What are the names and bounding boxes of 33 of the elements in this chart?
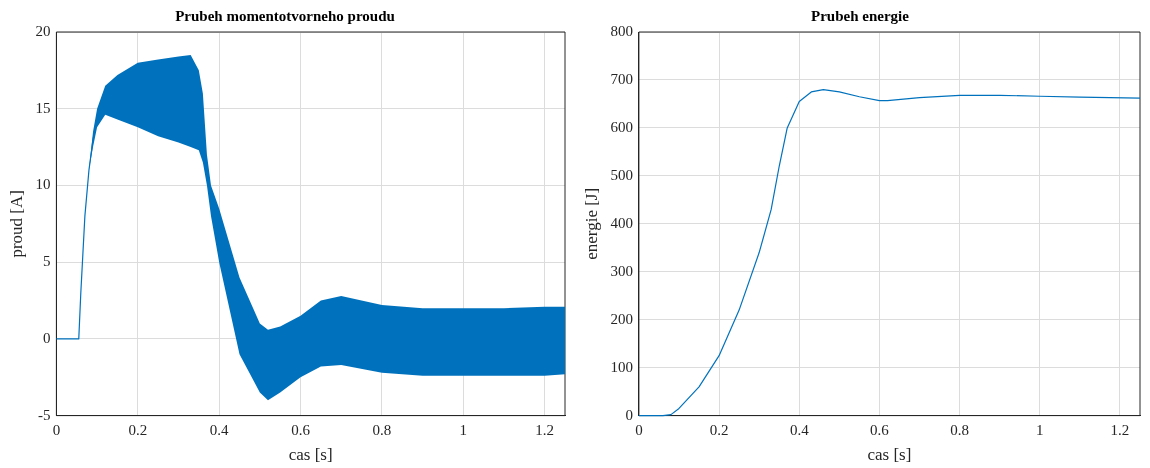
x-tick-label: 0.6 (870, 421, 890, 438)
y-axis-title: proud [A] (6, 190, 26, 258)
x-tick-label: 0.6 (291, 421, 311, 438)
y-tick-label: 500 (610, 166, 633, 183)
chart-title: Prubeh energie (811, 7, 910, 24)
y-tick-label: 5 (42, 253, 51, 270)
y-tick-label: 0 (42, 329, 51, 346)
y-tick-label: 600 (610, 118, 633, 135)
x-tick-label: 0.4 (789, 421, 810, 438)
x-tick-label: 1.2 (1110, 421, 1130, 438)
y-tick-label: 15 (35, 99, 51, 116)
x-axis-title: cas [s] (288, 445, 333, 465)
x-tick-label: 0.8 (950, 421, 969, 438)
y-axis-title: energie [J] (581, 187, 601, 260)
x-tick-label: 0.8 (372, 421, 392, 438)
x-tick-label: 1 (1036, 421, 1044, 438)
y-tick-label: 400 (610, 214, 633, 231)
y-tick-label: 10 (35, 176, 51, 193)
y-tick-label: 100 (610, 358, 633, 375)
x-tick-label: 0.4 (209, 421, 230, 438)
x-tick-label: 0.2 (128, 421, 148, 438)
x-tick-label: 1.2 (535, 421, 555, 438)
x-axis-title: cas [s] (867, 445, 912, 465)
x-tick-label: 0.2 (709, 421, 729, 438)
y-tick-label: 20 (35, 22, 51, 39)
y-tick-label: 700 (610, 70, 633, 87)
y-tick-label: 0 (625, 406, 633, 423)
y-tick-label: 800 (610, 22, 633, 39)
y-tick-label: 200 (610, 310, 633, 327)
y-tick-label: 300 (610, 262, 633, 279)
y-tick-label: -5 (37, 406, 51, 423)
chart-title: Prubeh momentotvorneho proudu (175, 7, 395, 24)
x-tick-label: 1 (459, 421, 468, 438)
